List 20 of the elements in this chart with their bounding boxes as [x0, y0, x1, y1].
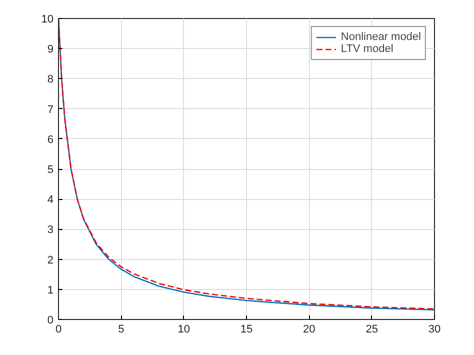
legend-label: Nonlinear model [340, 31, 421, 43]
y-tick-label: 4 [47, 194, 54, 206]
x-tick-label: 10 [178, 324, 190, 336]
y-tick-label: 8 [47, 74, 54, 86]
y-tick-label: 0 [47, 314, 54, 326]
y-tick-label: 7 [47, 104, 54, 116]
x-tick-label: 25 [366, 324, 378, 336]
y-tick-label: 1 [47, 284, 54, 296]
y-tick-label: 10 [41, 14, 54, 26]
y-tick-label: 9 [47, 44, 54, 56]
y-tick-label: 2 [47, 254, 54, 266]
x-tick-label: 20 [303, 324, 316, 336]
x-tick-label: 15 [240, 324, 253, 336]
x-tick-label: 5 [118, 324, 124, 336]
y-tick-label: 5 [47, 164, 54, 176]
legend-label: LTV model [340, 43, 394, 55]
x-tick-label: 30 [428, 324, 441, 336]
x-tick-label: 0 [55, 324, 62, 336]
y-tick-label: 3 [47, 224, 54, 236]
y-tick-label: 6 [47, 134, 54, 146]
